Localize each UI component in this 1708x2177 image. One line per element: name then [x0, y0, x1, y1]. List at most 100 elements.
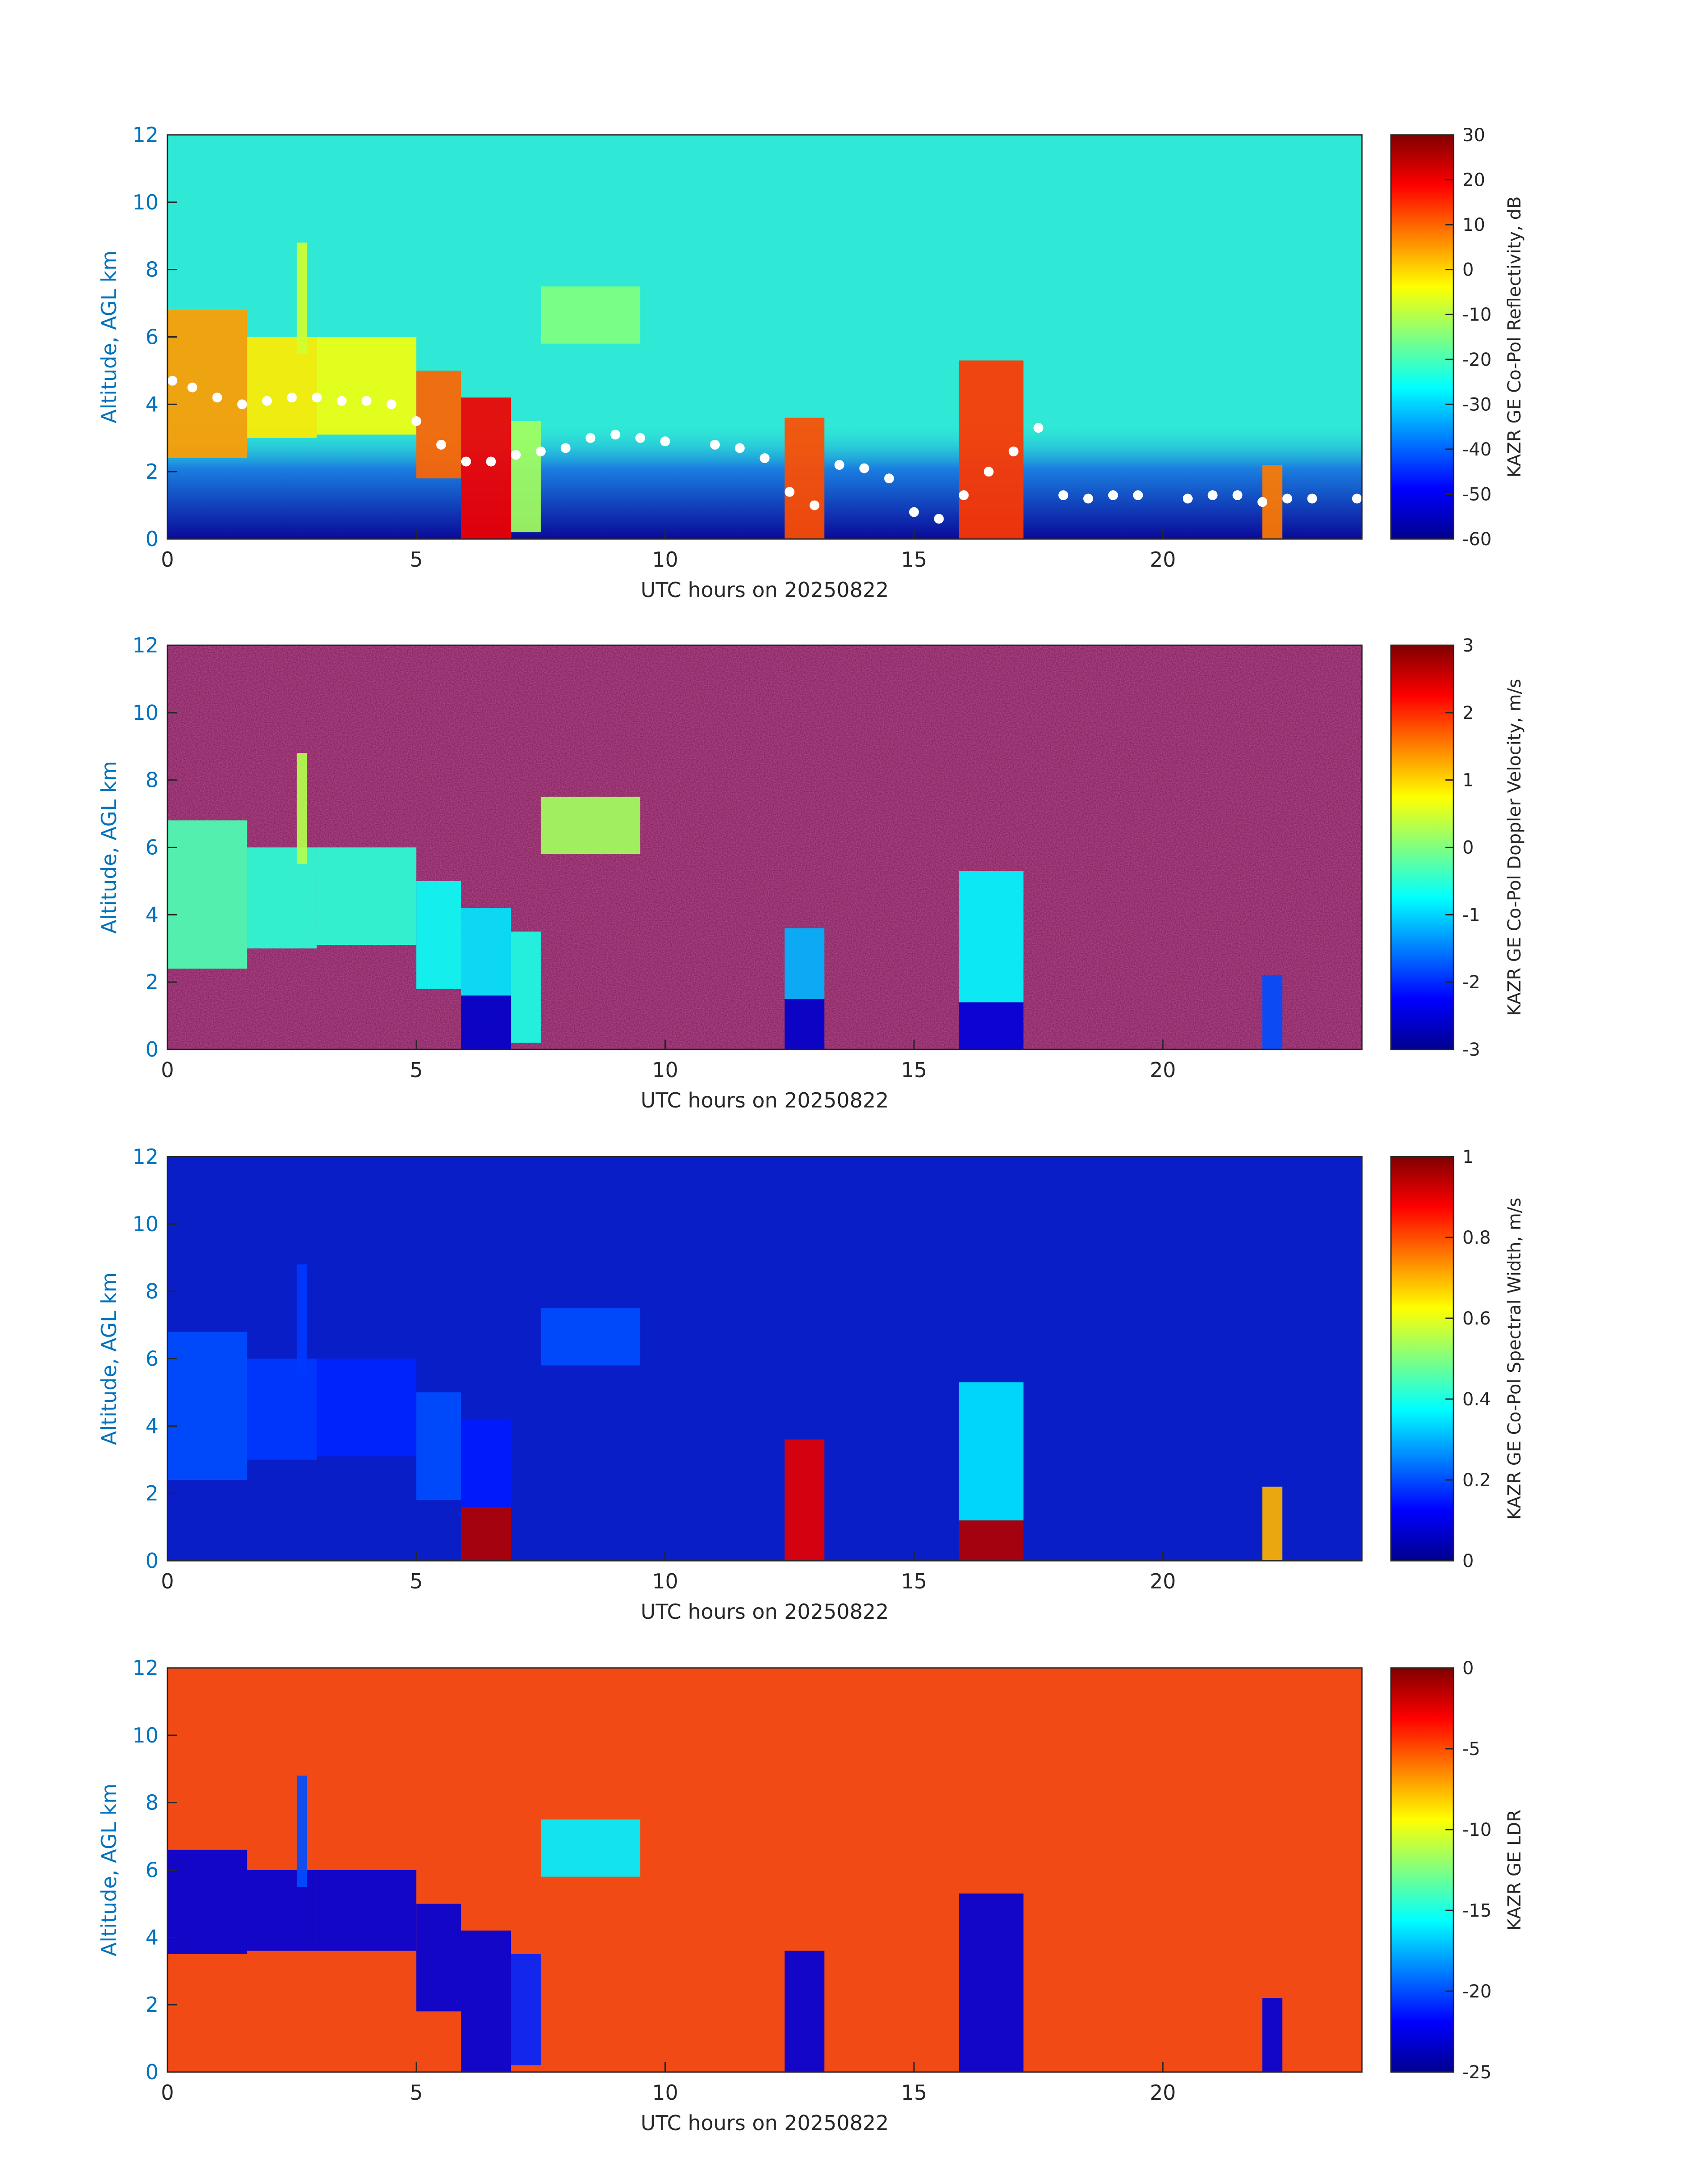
colorbar: [1390, 1156, 1454, 1562]
x-axis-label: UTC hours on 20250822: [641, 1088, 889, 1112]
echo-region: [540, 286, 640, 344]
colorbar-tick-label: 0.2: [1462, 1470, 1491, 1491]
x-axis-label: UTC hours on 20250822: [641, 2111, 889, 2135]
y-tick-label: 2: [146, 460, 159, 484]
cloud-base-dot: [312, 393, 322, 403]
colorbar-tick-label: 30: [1462, 125, 1485, 146]
colorbar-tick-label: 2: [1462, 703, 1474, 723]
x-tick-label: 15: [901, 1569, 927, 1593]
echo-region: [317, 1870, 417, 1951]
y-tick-label: 10: [132, 1212, 159, 1236]
cloud-base-dot: [361, 396, 372, 406]
colorbar-tick-label: -20: [1462, 1981, 1491, 2002]
x-tick-label: 5: [410, 1569, 423, 1593]
x-tick-label: 10: [652, 1058, 678, 1082]
colorbar-label: KAZR GE Co-Pol Reflectivity, dB: [1504, 196, 1525, 478]
cloud-base-dot: [585, 433, 596, 443]
cloud-base-dot: [859, 463, 869, 473]
cloud-base-dot: [1307, 493, 1317, 504]
x-tick-label: 10: [652, 2081, 678, 2105]
echo-region: [461, 995, 511, 1049]
cloud-base-dot: [884, 473, 894, 484]
echo-region: [1262, 1998, 1282, 2072]
cloud-base-dot: [635, 433, 645, 443]
echo-region: [296, 1776, 307, 1887]
echo-region: [511, 1954, 541, 2065]
echo-region: [959, 1893, 1024, 2072]
x-tick-label: 5: [410, 1058, 423, 1082]
x-axis-label: UTC hours on 20250822: [641, 1600, 889, 1624]
colorbar-tick-label: -60: [1462, 529, 1491, 550]
y-tick-label: 8: [146, 258, 159, 282]
y-tick-label: 10: [132, 701, 159, 725]
cloud-base-dot: [1083, 493, 1093, 504]
echo-region: [416, 1392, 461, 1500]
cloud-base-dot: [535, 446, 546, 456]
cloud-base-dot: [167, 376, 178, 386]
y-tick-label: 6: [146, 1858, 159, 1882]
echo-region: [540, 1308, 640, 1366]
colorbar-label: KAZR GE Co-Pol Spectral Width, m/s: [1504, 1198, 1525, 1520]
echo-region: [461, 1930, 511, 2072]
x-tick-label: 0: [161, 1569, 174, 1593]
colorbar-tick-label: 0: [1462, 260, 1474, 280]
y-tick-label: 10: [132, 190, 159, 214]
colorbar-label: KAZR GE Co-Pol Doppler Velocity, m/s: [1504, 679, 1525, 1016]
cloud-base-dot: [809, 500, 819, 510]
echo-region: [461, 397, 511, 539]
cloud-base-dot: [834, 460, 844, 470]
x-tick-label: 5: [410, 547, 423, 572]
y-tick-label: 12: [132, 1145, 159, 1169]
echo-region: [317, 337, 417, 435]
cloud-base-dot: [760, 453, 770, 463]
y-tick-label: 4: [146, 1414, 159, 1438]
echo-region: [540, 797, 640, 854]
y-tick-label: 6: [146, 325, 159, 349]
colorbar-tick-label: -25: [1462, 2062, 1491, 2083]
colorbar-label: KAZR GE LDR: [1504, 1809, 1525, 1930]
cloud-base-dot: [1352, 493, 1362, 504]
cloud-base-dot: [237, 399, 247, 409]
x-tick-label: 20: [1150, 547, 1176, 572]
cloud-base-dot: [1182, 493, 1193, 504]
x-tick-label: 10: [652, 547, 678, 572]
echo-region: [785, 1439, 825, 1561]
echo-region: [959, 871, 1024, 1003]
colorbar-tick-label: 0: [1462, 1658, 1474, 1679]
colorbar-tick-label: -2: [1462, 972, 1480, 993]
echo-region: [959, 1382, 1024, 1521]
x-tick-label: 0: [161, 2081, 174, 2105]
echo-region: [416, 370, 461, 479]
colorbar-tick-label: -30: [1462, 394, 1491, 415]
colorbar-tick-label: -15: [1462, 1901, 1491, 1921]
panel-1: 0 2 4 6 8 10 12 0 5 10 15 20 UTC hours on 20250822 Al…: [97, 123, 1525, 602]
colorbar-tick-label: -20: [1462, 350, 1491, 370]
cloud-base-dot: [660, 436, 670, 447]
y-tick-label: 0: [146, 527, 159, 551]
x-axis-label: UTC hours on 20250822: [641, 578, 889, 602]
echo-region: [416, 881, 461, 989]
cloud-base-dot: [1008, 446, 1019, 456]
panel-4: 0 2 4 6 8 10 12 0 5 10 15 20 UTC hours on 20250822 Al…: [97, 1656, 1525, 2135]
y-tick-label: 12: [132, 633, 159, 657]
colorbar-tick-label: 0: [1462, 838, 1474, 858]
x-tick-label: 0: [161, 1058, 174, 1082]
y-tick-label: 2: [146, 970, 159, 994]
cloud-base-dot: [1033, 423, 1044, 433]
colorbar-tick-label: -5: [1462, 1739, 1480, 1759]
x-tick-label: 20: [1150, 1569, 1176, 1593]
colorbar-tick-label: -50: [1462, 484, 1491, 505]
echo-region: [461, 1507, 511, 1561]
echo-region: [785, 418, 825, 539]
cloud-base-dot: [461, 456, 471, 467]
cloud-base-dot: [959, 490, 969, 500]
colorbar-tick-label: 1: [1462, 770, 1474, 791]
y-tick-label: 12: [132, 1656, 159, 1680]
colorbar-tick-label: 1: [1462, 1147, 1474, 1167]
echo-region: [959, 1520, 1024, 1561]
y-tick-label: 12: [132, 123, 159, 147]
echo-region: [296, 753, 307, 865]
echo-region: [167, 1850, 247, 1955]
